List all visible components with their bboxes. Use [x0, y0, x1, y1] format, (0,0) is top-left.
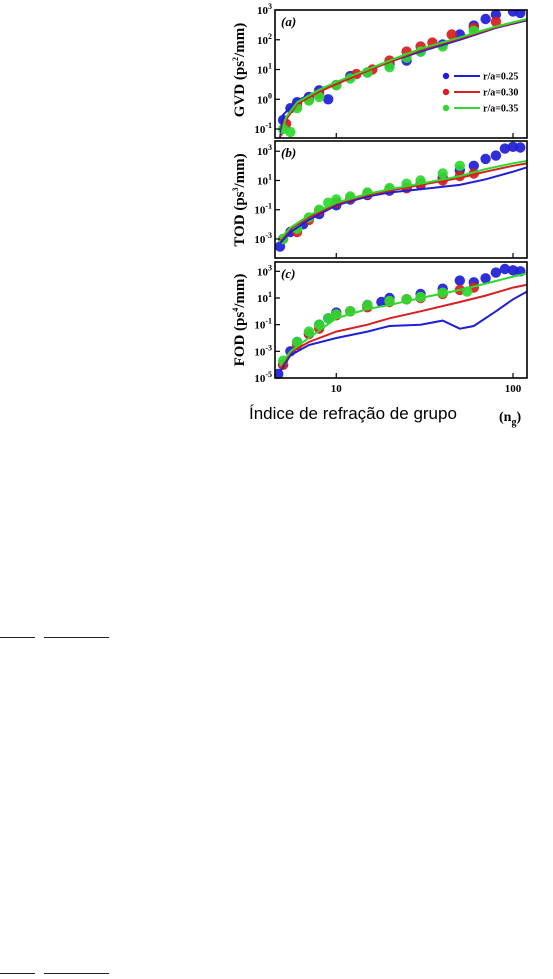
- panel-a-point-s1-13: [490, 16, 502, 27]
- panel-b-ytick-label-3: 10-3: [254, 231, 272, 246]
- panel-b-point-s0-12: [468, 160, 479, 171]
- panel-a-label: (a): [281, 14, 296, 29]
- separator-line-2: [44, 637, 109, 638]
- separator-line-1: [0, 637, 35, 638]
- panel-a-legend-label-2: r/a=0.35: [483, 104, 518, 115]
- panel-c-plot-area: [275, 263, 527, 378]
- panel-b-ytick-label-2: 10-1: [254, 202, 272, 217]
- panels: 103 102 101 100 10-1 (a) r/a=0.25 r/a=0.30 r/a=0…: [254, 2, 528, 395]
- panel-a-point-s1-11: [446, 29, 457, 40]
- separator-line-4: [44, 973, 109, 974]
- panel-c-ytick-label-2: 10-1: [254, 317, 272, 332]
- panel-a-legend-label-0: r/a=0.25: [483, 72, 518, 83]
- x-tick-label-0: 10: [331, 383, 343, 395]
- panel-b-ytick-label-1: 101: [257, 172, 272, 187]
- panel-c-ytick-label-0: 103: [257, 263, 272, 278]
- panel-a-ylabel: GVD (ps2/mm): [231, 23, 248, 117]
- panel-a-plot-area: [277, 10, 527, 138]
- panel-a-ytick-label-3: 100: [257, 91, 272, 106]
- panel-c-point-s0-10: [376, 296, 387, 308]
- panel-c-point-s0-18: [490, 267, 502, 278]
- x-tick-label-1: 100: [505, 383, 522, 395]
- panel-a-legend-marker-0: [442, 72, 450, 80]
- panel-b-curve-s2: [279, 159, 527, 240]
- panel-a-ytick-label-2: 101: [257, 62, 272, 77]
- panel-c-ytick-label-1: 101: [257, 290, 272, 305]
- panel-a-point-s0-18: [515, 10, 526, 19]
- panel-c-point-s0-17: [480, 273, 491, 284]
- panel-c-curve-s0: [279, 290, 527, 373]
- panel-c-point-s0-15: [454, 275, 465, 286]
- panel-c-frame: [274, 261, 528, 379]
- panel-b-plot-area: [275, 141, 527, 252]
- panel-a-legend-label-1: r/a=0.30: [483, 88, 518, 99]
- panel-a-point-s2-1: [285, 126, 296, 138]
- panel-b-point-s2-12: [454, 160, 465, 171]
- panel-a-ytick-label-1: 102: [257, 32, 272, 47]
- panel-c-ylabel: FOD (ps4/mm): [231, 274, 248, 367]
- separator-line-3: [0, 973, 35, 974]
- panel-b-label: (b): [281, 145, 296, 160]
- panel-a-point-s2-4: [314, 91, 325, 103]
- panel-c-curve-s2: [279, 272, 527, 367]
- panel-c-point-s2-4: [323, 313, 334, 324]
- panel-c-label: (c): [281, 266, 295, 281]
- panel-c-ytick-label-3: 10-3: [254, 343, 272, 358]
- panel-b-curve-s0: [279, 166, 527, 245]
- panel-a-legend-marker-2: [442, 104, 450, 112]
- panel-a-ytick-label-4: 10-1: [254, 121, 272, 136]
- panel-c-point-s0-19: [499, 263, 511, 275]
- panel-b-frame: [274, 140, 528, 259]
- panel-b-ylabel: TOD (ps3/mm): [231, 153, 248, 246]
- panel-b-point-s0-15: [499, 143, 511, 154]
- panel-b-point-s0-14: [490, 150, 502, 161]
- panel-b-curve-s1: [279, 162, 527, 242]
- panel-a-curve-s2: [280, 18, 527, 134]
- panel-c-curve-s1: [279, 283, 527, 370]
- panel-c-point-s2-3: [314, 319, 325, 330]
- panel-a-ytick-label-0: 103: [257, 2, 272, 17]
- x-axis-title: Índice de refração de grupo: [249, 404, 457, 423]
- panel-b-point-s2-11: [437, 168, 448, 179]
- panel-a-point-s0-15: [480, 13, 491, 25]
- panel-a-legend-marker-1: [442, 88, 450, 96]
- panel-a-point-s0-5: [323, 94, 334, 105]
- panel-a-frame: [274, 9, 528, 139]
- panel-b-point-s0-17: [515, 142, 526, 153]
- panel-c-point-s2-2: [303, 326, 315, 337]
- x-axis-symbol: (ng): [499, 410, 521, 428]
- panel-b-ytick-label-0: 103: [257, 143, 272, 158]
- panel-a-point-s2-8: [384, 61, 395, 73]
- panel-b-point-s0-13: [480, 153, 491, 165]
- panel-c-ytick-label-4: 10-5: [254, 370, 272, 385]
